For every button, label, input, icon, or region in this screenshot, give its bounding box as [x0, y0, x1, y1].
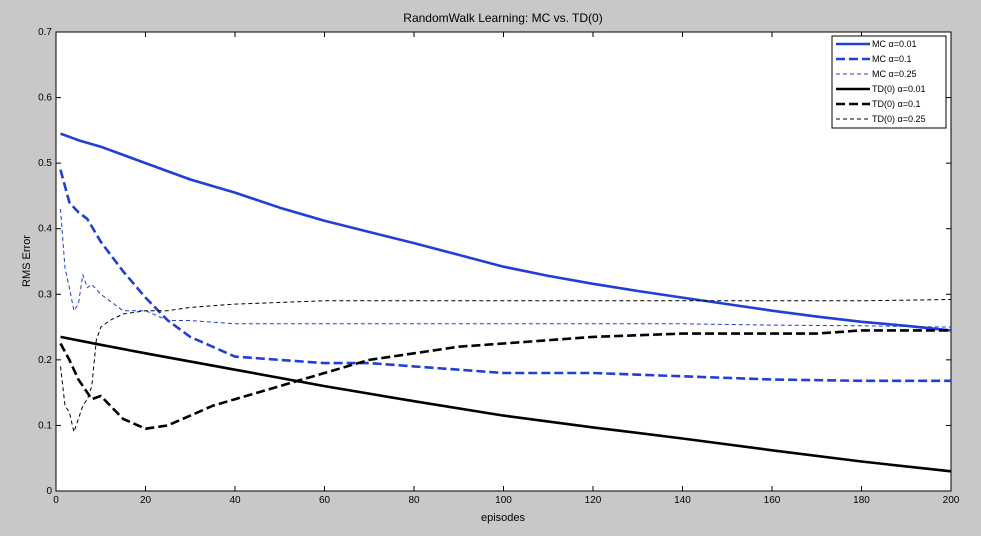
series-line-2 [59, 169, 951, 383]
x-axis-label: episodes [481, 512, 526, 524]
y-tick-label: 0.2 [38, 355, 52, 366]
x-tick-label: 160 [764, 495, 781, 506]
legend-box [831, 35, 947, 129]
x-tick-label: 180 [853, 495, 870, 506]
y-tick-label: 0 [46, 486, 52, 497]
series-line-3 [60, 208, 952, 328]
x-tick-label: 60 [319, 495, 331, 506]
x-tick-label: 40 [229, 495, 241, 506]
y-tick-label: 0.4 [38, 224, 52, 235]
series-line-6 [60, 299, 952, 433]
series-line-4 [60, 335, 952, 473]
x-tick-label: 120 [585, 495, 602, 506]
legend-entry-label: MC α=0.25 [872, 69, 916, 79]
y-tick-label: 0.6 [38, 93, 52, 104]
series-group [59, 132, 952, 473]
x-tick-label: 100 [495, 495, 512, 506]
legend-entry-label: TD(0) α=0.1 [872, 99, 920, 109]
legend: MC α=0.01 MC α=0.1 MC α=0.25 TD(0) α=0.01 TD… [831, 35, 947, 129]
legend-entry-label: MC α=0.01 [872, 39, 916, 49]
x-tick-label: 80 [408, 495, 420, 506]
plot-area [55, 31, 952, 492]
series-line-5 [59, 329, 951, 431]
y-tick-label: 0.7 [38, 27, 52, 38]
series-line-1 [60, 132, 952, 332]
x-tick-label: 0 [53, 495, 59, 506]
legend-entry-label: MC α=0.1 [872, 54, 911, 64]
chart-title: RandomWalk Learning: MC vs. TD(0) [403, 11, 602, 25]
y-tick-label: 0.3 [38, 289, 52, 300]
y-tick-label: 0.5 [38, 158, 52, 169]
axis-ticks: 0 20 40 60 80 100 120 140 160 180 200 0 0.1 0.2 0.3 0.4… [38, 27, 960, 506]
y-axis-label: RMS Error [21, 235, 33, 287]
x-tick-label: 200 [943, 495, 960, 506]
x-tick-label: 140 [674, 495, 691, 506]
legend-entry-label: TD(0) α=0.25 [872, 114, 925, 124]
legend-entry-label: TD(0) α=0.01 [872, 84, 925, 94]
x-tick-label: 20 [140, 495, 152, 506]
y-tick-label: 0.1 [38, 420, 52, 431]
